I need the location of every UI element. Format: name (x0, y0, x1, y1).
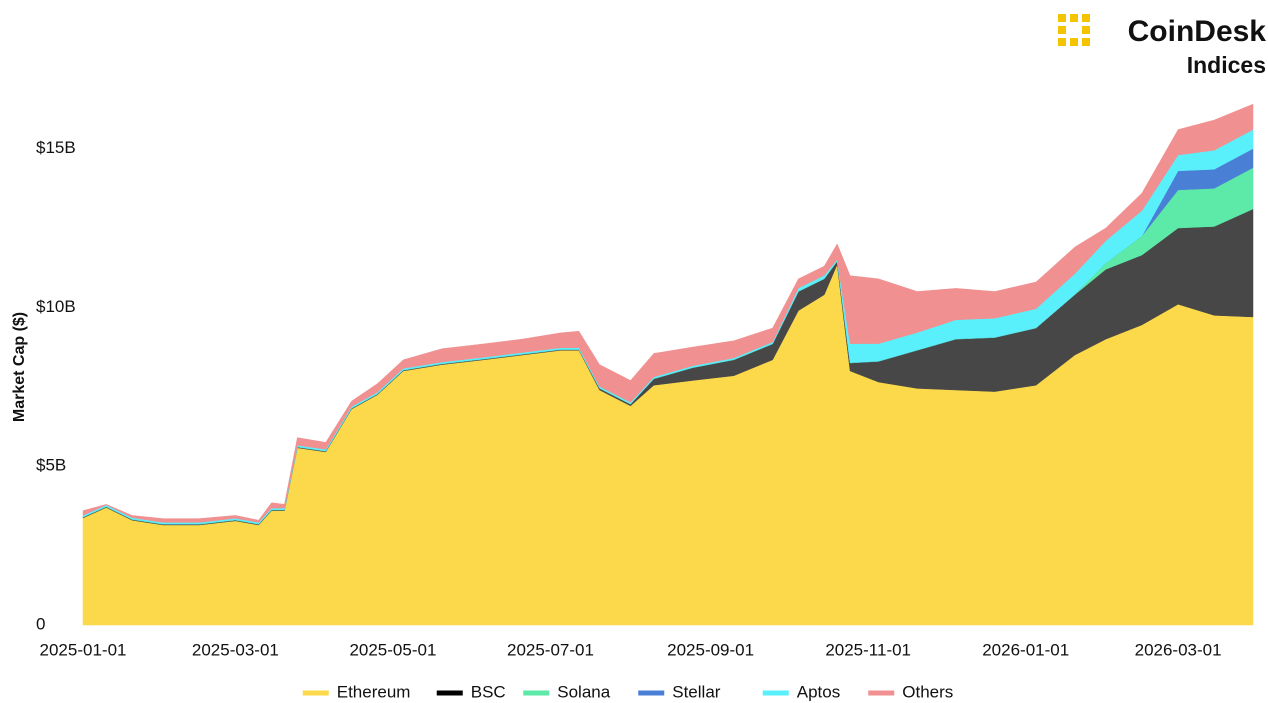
logo-name: CoinDesk (1128, 15, 1267, 48)
logo: CoinDesk Indices (1058, 14, 1266, 78)
legend-swatch (436, 690, 463, 696)
legend-item: Others (868, 682, 953, 701)
logo-subtitle: Indices (1187, 52, 1266, 78)
legend-swatch (302, 690, 329, 696)
legend-swatch (762, 690, 789, 696)
x-tick-label: 2025-09-01 (667, 640, 754, 659)
legend-item: Aptos (762, 682, 840, 701)
logo-icon (1058, 14, 1090, 46)
x-tick-label: 2025-01-01 (40, 640, 127, 659)
legend-label: Ethereum (337, 682, 411, 701)
x-tick-label: 2025-07-01 (507, 640, 594, 659)
area (82, 103, 1254, 523)
x-tick-label: 2025-11-01 (825, 640, 911, 659)
legend-label: BSC (471, 682, 506, 701)
y-tick-label: $10B (36, 297, 76, 316)
y-tick-label: 0 (36, 614, 45, 633)
legend-item: BSC (436, 682, 506, 701)
x-tick-label: 2026-03-01 (1135, 640, 1222, 659)
legend-swatch (523, 690, 550, 696)
legend-item: Solana (523, 682, 611, 701)
x-tick-label: 2025-05-01 (349, 640, 436, 659)
legend-label: Stellar (672, 682, 721, 701)
legend-label: Aptos (797, 682, 840, 701)
x-tick-label: 2026-01-01 (982, 640, 1069, 659)
y-tick-label: $5B (36, 456, 66, 475)
y-tick-label: $15B (36, 138, 76, 157)
legend-item: Ethereum (302, 682, 411, 701)
legend-swatch (868, 690, 895, 696)
legend-label: Others (902, 682, 953, 701)
legend-label: Solana (557, 682, 610, 701)
legend-item: Stellar (638, 682, 721, 701)
x-tick-label: 2025-03-01 (192, 640, 279, 659)
legend-swatch (638, 690, 665, 696)
y-axis-title: Market Cap ($) (11, 312, 28, 422)
